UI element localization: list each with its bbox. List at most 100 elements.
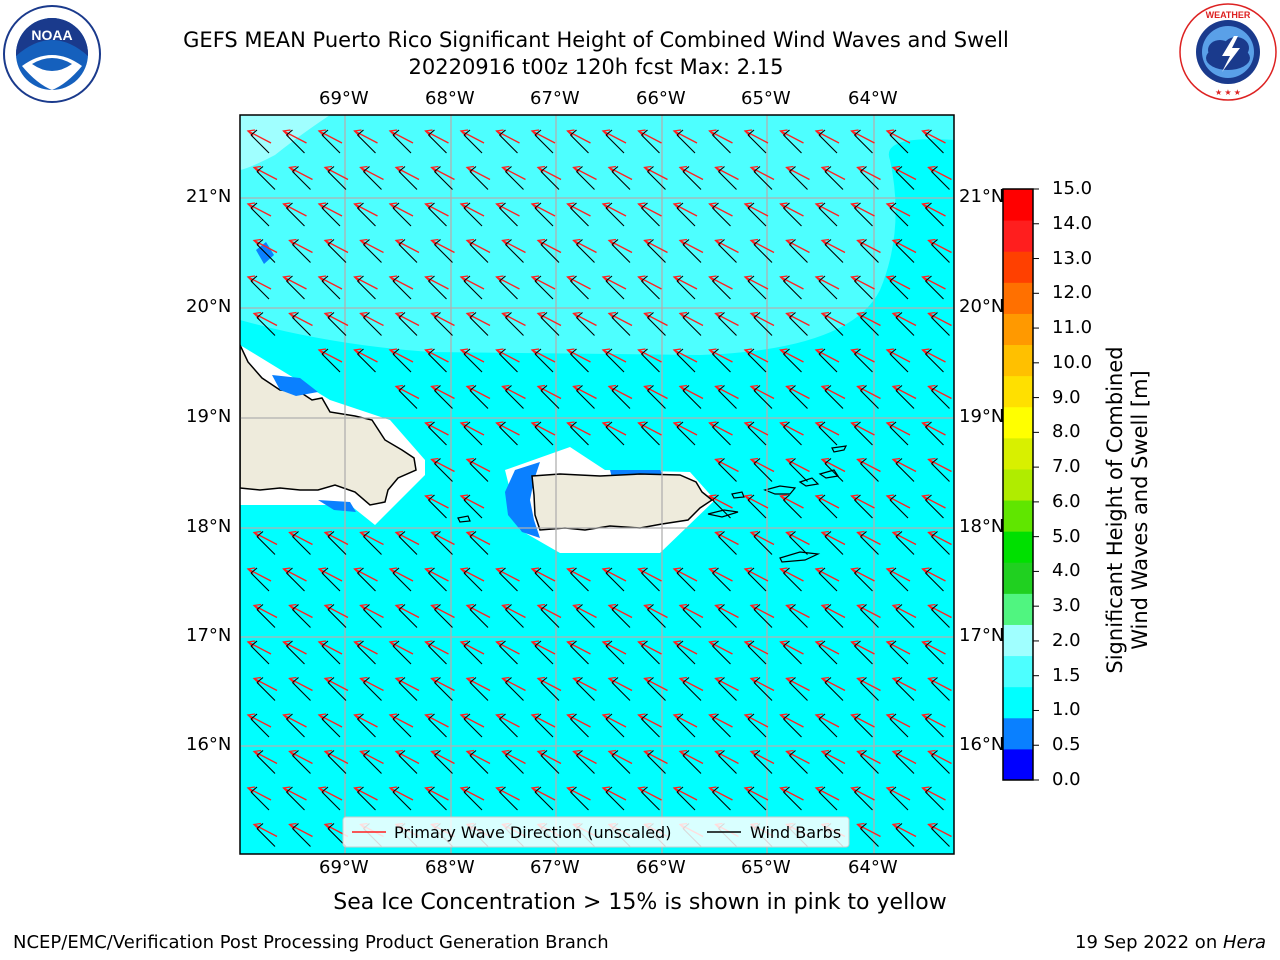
wind-barb: [931, 166, 950, 190]
wave-direction-arrow: [744, 422, 769, 436]
wave-direction-arrow: [602, 276, 627, 290]
wind-barb: [747, 421, 767, 446]
wave-direction-arrow: [466, 750, 491, 765]
wave-direction-arrow: [537, 166, 562, 181]
wave-direction-arrow: [857, 166, 881, 181]
wind-barb: [925, 713, 944, 738]
wind-barb: [570, 348, 589, 373]
wave-direction-arrow: [253, 604, 278, 619]
shallow-zone-hispaniola-north: [272, 375, 318, 396]
wind-barb: [718, 750, 737, 774]
wind-barb: [889, 567, 909, 592]
wave-direction-arrow: [750, 166, 775, 181]
wind-barb: [747, 494, 767, 519]
wind-barb: [499, 202, 518, 227]
wind-barb: [747, 202, 767, 227]
wind-barb: [505, 385, 524, 409]
wave-direction-arrow: [821, 385, 846, 400]
wind-barb: [818, 567, 838, 592]
wind-barb: [789, 677, 808, 701]
colorbar-segment: [1003, 624, 1033, 657]
wind-barb: [676, 640, 696, 665]
wind-barb: [611, 166, 631, 190]
wind-barb: [889, 786, 909, 811]
wave-direction-arrow: [750, 677, 775, 692]
wave-direction-arrow: [821, 312, 846, 327]
colorbar-segment: [1003, 437, 1033, 470]
wind-barb: [925, 567, 944, 592]
wave-direction-arrow: [679, 677, 704, 692]
wind-barb: [250, 275, 270, 300]
wave-direction-arrow: [922, 203, 946, 217]
wave-direction-arrow: [780, 641, 804, 655]
wind-barb: [434, 385, 453, 409]
wind-barb: [392, 640, 412, 665]
wind-barb: [434, 458, 453, 482]
wave-direction-arrow: [709, 276, 733, 290]
colorbar-segment: [1003, 220, 1033, 252]
wave-direction-arrow: [573, 604, 597, 619]
wave-and-wind-vectors: [246, 129, 952, 873]
lon-label-bottom: 65°W: [741, 857, 791, 878]
wave-direction-arrow: [425, 422, 449, 436]
wave-direction-arrow: [886, 495, 911, 509]
wind-barb: [398, 750, 418, 774]
wave-direction-arrow: [284, 861, 307, 873]
wave-direction-arrow: [537, 312, 562, 327]
lon-label-top: 64°W: [848, 88, 898, 109]
wind-barb: [753, 166, 773, 190]
wave-direction-arrow: [821, 166, 846, 181]
wind-barb: [398, 312, 418, 336]
wind-barb: [570, 129, 589, 154]
wave-direction-arrow: [644, 385, 668, 400]
noaa-logo: NOAA: [3, 5, 101, 103]
wave-direction-arrow: [857, 458, 881, 473]
wind-barb: [570, 713, 589, 738]
wave-direction-arrow: [283, 714, 307, 728]
wave-direction-arrow: [892, 385, 917, 400]
wind-barb: [641, 275, 660, 300]
wave-direction-arrow: [466, 312, 491, 327]
wave-direction-arrow: [289, 677, 313, 692]
colorbar-segment: [1003, 282, 1033, 314]
wave-direction-arrow: [460, 714, 485, 728]
wind-barb: [398, 166, 418, 190]
wind-barb: [434, 604, 453, 628]
wave-direction-arrow: [460, 276, 485, 290]
wave-direction-arrow: [318, 568, 343, 582]
wind-barb: [292, 312, 311, 336]
wave-direction-arrow: [608, 166, 633, 181]
wind-barb: [570, 786, 589, 811]
wave-direction-arrow: [253, 239, 278, 254]
wave-direction-arrow: [289, 166, 313, 181]
wind-barb: [718, 239, 737, 263]
wave-direction-arrow: [360, 531, 384, 546]
wave-direction-arrow: [922, 422, 946, 436]
wave-direction-arrow: [283, 203, 307, 217]
wind-barb: [327, 531, 347, 555]
wind-barb: [292, 531, 311, 555]
wave-direction-arrow: [815, 276, 840, 290]
wave-direction-arrow: [425, 714, 449, 728]
wind-barb: [783, 129, 802, 154]
wave-direction-arrow: [318, 349, 343, 363]
wave-direction-arrow: [324, 604, 349, 619]
wind-barb: [463, 421, 483, 446]
colorbar-tick-label: 12.0: [1052, 282, 1093, 304]
wind-barb: [256, 677, 276, 701]
colorbar-segment: [1003, 468, 1033, 501]
wind-barb: [641, 202, 660, 227]
wind-barb: [321, 348, 341, 373]
wind-barb: [428, 129, 447, 154]
wind-barb: [256, 166, 276, 190]
wave-direction-arrow: [567, 787, 591, 801]
wind-barb: [895, 458, 915, 482]
wave-direction-arrow: [786, 750, 810, 765]
wind-barb: [889, 129, 909, 154]
wave-direction-arrow: [354, 568, 378, 582]
wind-barb: [286, 713, 305, 738]
wave-direction-arrow: [531, 276, 556, 290]
wave-direction-arrow: [360, 239, 384, 254]
wind-barb: [398, 677, 418, 701]
wave-direction-arrow: [679, 239, 704, 254]
